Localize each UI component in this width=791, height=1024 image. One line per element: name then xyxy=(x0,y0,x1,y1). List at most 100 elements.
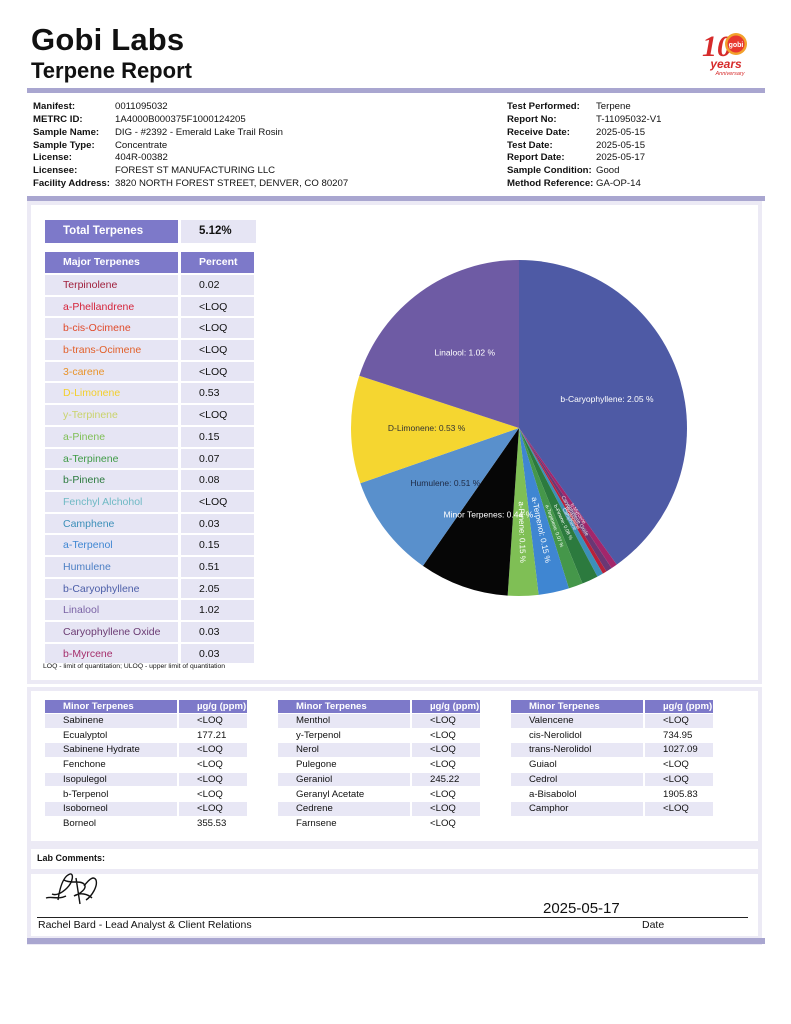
sample-info-label: License: xyxy=(33,152,72,164)
sample-info-value: 3820 NORTH FOREST STREET, DENVER, CO 802… xyxy=(115,178,349,190)
minor-terpene-row: a-Bisabolol 1905.83 xyxy=(511,787,713,802)
major-terpene-percent: 0.15 xyxy=(181,535,254,555)
minor-terpene-name: y-Terpenol xyxy=(278,728,410,743)
minor-terpene-name: Borneol xyxy=(45,816,177,831)
sample-info-row: Sample Name: DIG - #2392 - Emerald Lake T… xyxy=(33,127,348,140)
date-label: Date xyxy=(642,919,665,931)
major-terpene-row: b-trans-Ocimene <LOQ xyxy=(45,340,254,360)
minor-terpene-row: Ecualyptol 177.21 xyxy=(45,728,247,743)
minor-terpene-name: Ecualyptol xyxy=(45,728,177,743)
signature-box xyxy=(31,874,758,936)
sample-info-label: Sample Type: xyxy=(33,139,95,151)
sample-info-label: Method Reference: xyxy=(507,178,594,190)
major-terpene-percent: 2.05 xyxy=(181,578,254,599)
minor-terpene-name: cis-Nerolidol xyxy=(511,728,643,743)
sample-info-value: 1A4000B000375F1000124205 xyxy=(115,113,246,125)
minor-terpenes-table-1: Minor Terpenes µg/g (ppm) Sabinene <LOQ Ecua… xyxy=(45,700,247,831)
major-terpene-percent: 0.03 xyxy=(181,643,254,664)
loq-note: LOQ - limit of quantitation; ULOQ - uppe… xyxy=(43,663,226,670)
minor-terpene-row: Isoborneol <LOQ xyxy=(45,802,247,816)
minor-terpene-row: Nerol <LOQ xyxy=(278,743,480,758)
signature-line xyxy=(37,917,748,918)
minor-terpenes-table-2: Minor Terpenes µg/g (ppm) Menthol <LOQ y-Ter… xyxy=(278,700,480,831)
comments-box xyxy=(31,849,758,869)
sample-info-left: Manifest: 0011095032 METRC ID: 1A4000B00037… xyxy=(33,101,348,191)
minor-terpene-name: Isoborneol xyxy=(45,802,177,816)
minor-terpene-ppm: <LOQ xyxy=(645,714,713,728)
minor-terpenes-col-name: Minor Terpenes xyxy=(278,700,410,713)
minor-terpenes-header: Minor Terpenes µg/g (ppm) xyxy=(511,700,713,713)
major-terpene-name: Humulene xyxy=(45,556,178,577)
major-terpene-percent: 0.03 xyxy=(181,622,254,642)
minor-terpene-row: Camphor <LOQ xyxy=(511,802,713,816)
major-terpene-name: y-Terpinene xyxy=(45,405,178,425)
major-terpene-row: a-Pinene 0.15 xyxy=(45,426,254,447)
pie-slice xyxy=(519,428,569,595)
sample-info-value: T-11095032-V1 xyxy=(596,113,662,125)
major-terpene-row: a-Phellandrene <LOQ xyxy=(45,296,254,317)
minor-terpene-name: Farnsene xyxy=(278,816,410,831)
sample-info-label: Receive Date: xyxy=(507,126,570,138)
major-terpene-row: 3-carene <LOQ xyxy=(45,361,254,382)
sample-info-value: 404R-00382 xyxy=(115,152,168,164)
minor-terpenes-header: Minor Terpenes µg/g (ppm) xyxy=(278,700,480,713)
major-terpene-name: a-Terpinene xyxy=(45,448,178,469)
logo-years-text: years xyxy=(709,57,742,71)
minor-terpene-ppm: <LOQ xyxy=(412,728,480,743)
pie-slice-label: b-Caryophyllene: 2.05 % xyxy=(560,394,654,404)
minor-terpene-row: Farnsene <LOQ xyxy=(278,816,480,831)
signature-date: 2025-05-17 xyxy=(543,900,620,917)
minor-terpene-ppm: <LOQ xyxy=(412,758,480,772)
minor-terpene-row: b-Terpenol <LOQ xyxy=(45,787,247,802)
major-terpene-percent: 0.08 xyxy=(181,470,254,490)
major-terpenes-col-percent: Percent xyxy=(181,252,254,273)
major-terpene-row: D-Limonene 0.53 xyxy=(45,383,254,404)
minor-terpene-ppm: <LOQ xyxy=(179,714,247,728)
logo-anniversary-text: Anniversary xyxy=(714,71,745,77)
minor-terpene-row: Pulegone <LOQ xyxy=(278,758,480,772)
minor-terpene-name: Sabinene xyxy=(45,714,177,728)
minor-terpene-ppm: <LOQ xyxy=(179,802,247,816)
major-terpenes-col-name: Major Terpenes xyxy=(45,252,178,273)
minor-terpene-ppm: 734.95 xyxy=(645,728,713,743)
lab-comments-label: Lab Comments: xyxy=(37,853,106,863)
minor-terpene-name: Cedrene xyxy=(278,802,410,816)
major-terpene-percent: 0.51 xyxy=(181,556,254,577)
minor-terpene-name: trans-Nerolidol xyxy=(511,743,643,758)
sample-info-label: Manifest: xyxy=(33,101,76,112)
sample-info-label: Test Date: xyxy=(507,139,553,151)
total-terpenes-label: Total Terpenes xyxy=(45,220,178,243)
pie-slice-label: D-Limonene: 0.53 % xyxy=(388,423,466,433)
company-name: Gobi Labs xyxy=(31,22,185,57)
major-terpene-name: b-Myrcene xyxy=(45,643,178,664)
sample-info-row: Test Performed: Terpene xyxy=(507,101,661,114)
major-terpene-name: D-Limonene xyxy=(45,383,178,404)
major-terpene-name: Terpinolene xyxy=(45,275,178,295)
minor-terpene-row: trans-Nerolidol 1027.09 xyxy=(511,743,713,758)
minor-terpene-row: Cedrol <LOQ xyxy=(511,772,713,787)
pie-slice xyxy=(519,428,598,584)
minor-terpene-name: Nerol xyxy=(278,743,410,758)
major-terpene-name: Caryophyllene Oxide xyxy=(45,622,178,642)
total-terpenes-value: 5.12% xyxy=(181,220,256,243)
sample-info-label: Report No: xyxy=(507,113,557,125)
major-terpene-row: Caryophyllene Oxide 0.03 xyxy=(45,622,254,642)
major-terpene-percent: 0.15 xyxy=(181,426,254,447)
sample-info-label: Licensee: xyxy=(33,165,78,177)
sample-info-row: Licensee: FOREST ST MANUFACTURING LLC xyxy=(33,165,348,178)
major-terpene-percent: 0.02 xyxy=(181,275,254,295)
major-terpene-name: 3-carene xyxy=(45,361,178,382)
major-terpene-percent: <LOQ xyxy=(181,405,254,425)
minor-terpene-ppm: <LOQ xyxy=(645,802,713,816)
sample-info-value: 2025-05-15 xyxy=(596,126,646,138)
footer-divider xyxy=(27,938,765,944)
major-terpene-name: Fenchyl Alchohol xyxy=(45,491,178,512)
pie-slice xyxy=(507,428,539,596)
sample-info-value: Good xyxy=(596,165,620,177)
sample-info-row: Test Date: 2025-05-15 xyxy=(507,140,661,153)
major-terpene-percent: 0.53 xyxy=(181,383,254,404)
pie-slice xyxy=(519,428,607,574)
minor-terpene-ppm: <LOQ xyxy=(412,787,480,802)
major-terpene-name: Camphene xyxy=(45,513,178,534)
major-terpene-name: b-Caryophyllene xyxy=(45,578,178,599)
